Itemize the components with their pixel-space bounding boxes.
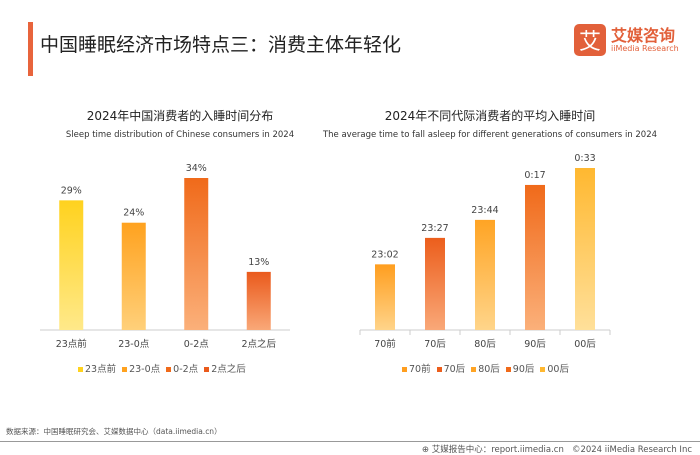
- data-label: 0:17: [524, 170, 545, 181]
- legend-item: 00后: [540, 361, 569, 375]
- data-label: 0:33: [574, 153, 595, 164]
- tick-label: 70后: [424, 339, 446, 350]
- data-label: 34%: [186, 163, 207, 174]
- title-accent-bar: [28, 22, 33, 76]
- bar: [475, 219, 495, 330]
- chart2-legend: 70前 70后 80后 90后 00后: [402, 361, 569, 375]
- legend-swatch: [540, 367, 546, 372]
- legend-item: 70前: [402, 361, 431, 375]
- bar: [246, 271, 271, 330]
- page-title: 中国睡眠经济市场特点三：消费主体年轻化: [40, 34, 402, 56]
- bar: [375, 264, 395, 330]
- chart2-title: 2024年不同代际消费者的平均入睡时间: [384, 109, 596, 123]
- data-label: 24%: [123, 208, 144, 219]
- data-label: 13%: [248, 257, 269, 268]
- tick-label: 23点前: [56, 338, 87, 350]
- tick-label: 80后: [474, 339, 496, 350]
- legend-swatch: [122, 367, 128, 372]
- legend-label: 90后: [512, 364, 535, 375]
- legend-item: 0-2点: [166, 361, 198, 375]
- legend-swatch: [436, 367, 442, 372]
- legend-swatch: [78, 367, 83, 372]
- legend-label: 70后: [443, 364, 466, 375]
- footer: ⊕ 艾媒报告中心：report.iimedia.cn ©2024 iiMedia…: [422, 443, 692, 455]
- report-link[interactable]: 艾媒报告中心：report.iimedia.cn: [431, 445, 564, 455]
- bar: [525, 184, 545, 330]
- tick-label: 0-2点: [184, 339, 210, 350]
- chart1-title: 2024年中国消费者的入睡时间分布: [86, 109, 274, 123]
- data-label: 23:44: [471, 205, 498, 216]
- globe-icon: ⊕: [421, 445, 430, 455]
- bar: [425, 237, 445, 330]
- logo-mark: 艾: [574, 24, 606, 56]
- data-source: 数据来源：中国睡眠研究会、艾媒数据中心（data.iimedia.cn）: [6, 427, 222, 436]
- chart1-subtitle: Sleep time distribution of Chinese consu…: [65, 130, 295, 140]
- tick-label: 70前: [374, 338, 396, 350]
- chart1-legend: 23点前 23-0点 0-2点 2点之后: [78, 361, 246, 375]
- legend-label: 23-0点: [129, 364, 161, 375]
- chart2-subtitle: The average time to fall asleep for diff…: [322, 130, 658, 140]
- legend-label: 00后: [547, 364, 569, 375]
- bar: [121, 222, 146, 330]
- legend-label: 0-2点: [173, 364, 199, 375]
- legend-label: 23点前: [85, 364, 117, 375]
- legend-item: 80后: [471, 361, 500, 375]
- legend-swatch: [471, 367, 477, 372]
- tick-label: 00后: [574, 339, 596, 350]
- bar: [184, 178, 209, 330]
- legend-item: 23-0点: [122, 361, 160, 375]
- data-label: 29%: [61, 185, 82, 196]
- legend-swatch: [505, 367, 511, 372]
- logo-cn: 艾媒咨询: [611, 26, 676, 45]
- legend-swatch: [204, 367, 210, 372]
- tick-label: 90后: [524, 339, 546, 350]
- bar: [59, 200, 84, 330]
- data-label: 23:02: [371, 249, 398, 260]
- logo: 艾 艾媒咨询 iiMedia Research: [574, 24, 679, 56]
- legend-swatch: [166, 367, 172, 372]
- legend-item: 2点之后: [204, 361, 246, 375]
- tick-label: 23-0点: [118, 339, 150, 350]
- legend-label: 70前: [409, 364, 431, 375]
- logo-en: iiMedia Research: [611, 44, 679, 53]
- data-label: 23:27: [421, 223, 448, 234]
- legend-item: 70后: [436, 361, 466, 375]
- tick-label: 2点之后: [241, 338, 276, 350]
- copyright: ©2024 iiMedia Research Inc: [571, 445, 692, 455]
- legend-label: 80后: [478, 364, 500, 375]
- legend-label: 2点之后: [211, 364, 246, 375]
- legend-swatch: [402, 367, 407, 372]
- footer-divider: [0, 441, 700, 442]
- legend-item: 90后: [505, 361, 535, 375]
- legend-item: 23点前: [78, 361, 116, 375]
- bar: [575, 168, 595, 330]
